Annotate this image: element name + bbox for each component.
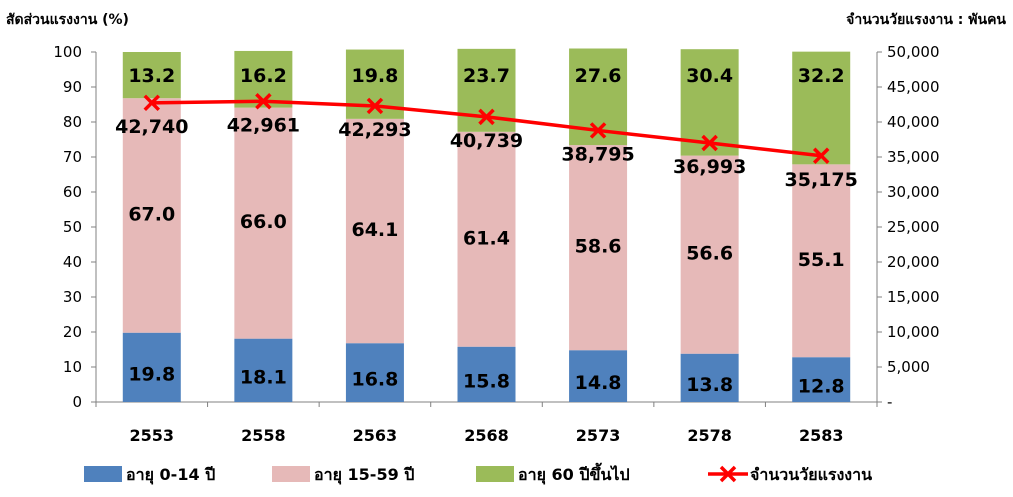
y2-tick-label: 20,000 [887, 253, 940, 271]
bar-segment [345, 118, 404, 344]
legend-label: จำนวนวัยแรงงาน [750, 465, 872, 484]
legend-label: อายุ 0-14 ปี [126, 465, 215, 485]
bar-segment [569, 350, 628, 402]
line-data-label: 35,175 [785, 169, 858, 191]
y2-tick-label: 40,000 [887, 113, 940, 131]
y2-tick-label: 5,000 [887, 358, 930, 376]
y-tick-label: 90 [63, 78, 82, 96]
line-data-label: 42,293 [338, 119, 411, 141]
line-point-marker [255, 93, 272, 110]
line-point-marker [478, 108, 495, 126]
y-axis-title: สัดส่วนแรงงาน (%) [6, 12, 129, 28]
bar-segment [122, 332, 181, 402]
x-tick-label: 2583 [799, 426, 844, 445]
line-data-label: 40,739 [450, 130, 523, 152]
bar-data-label: 64.1 [351, 219, 398, 241]
y2-tick-label: 35,000 [887, 148, 940, 166]
bar-data-label: 12.8 [798, 376, 845, 398]
y-tick-label: 0 [72, 393, 82, 411]
y-tick-label: 30 [63, 288, 82, 306]
y-tick-label: 80 [63, 113, 82, 131]
legend-swatch [272, 466, 310, 482]
bar-data-label: 66.0 [240, 211, 287, 233]
bar-segment [569, 145, 628, 351]
bar-data-label: 16.2 [240, 65, 287, 87]
y2-tick-label: 50,000 [887, 43, 940, 61]
x-tick-label: 2563 [353, 426, 398, 445]
bar-data-label: 61.4 [463, 227, 510, 249]
bar-data-label: 67.0 [128, 203, 175, 225]
line-point-marker [812, 147, 830, 165]
line-point-marker [589, 122, 607, 139]
y-tick-label: 70 [63, 148, 82, 166]
bar-data-label: 15.8 [463, 370, 510, 392]
bar-segment [680, 353, 739, 402]
y2-tick-label: 15,000 [887, 288, 940, 306]
bar-segment [792, 357, 851, 402]
line-series [143, 93, 830, 165]
legend: อายุ 0-14 ปี อายุ 15-59 ปี อายุ 60 ปีขึ้นไ… [84, 462, 872, 485]
x-tick-label: 2578 [687, 426, 732, 445]
line-data-label: 36,993 [673, 156, 746, 178]
line-data-label: 42,740 [115, 116, 188, 138]
bar-segment [122, 98, 181, 333]
bar-segment [345, 343, 404, 402]
bar-segment [234, 107, 293, 339]
y2-tick-label: 10,000 [887, 323, 940, 341]
y-tick-label: 10 [63, 358, 82, 376]
x-tick-label: 2573 [576, 426, 621, 445]
axes: 0 10 20 30 40 50 60 70 80 90 100 - 5,000 10,000 15,000… [53, 43, 939, 445]
bar-data-label: 13.8 [686, 374, 733, 396]
y2-axis-title: จำนวนวัยแรงงาน : พันคน [846, 12, 1006, 28]
data-labels: 19.8 67.0 13.2 18.1 66.0 16.2 16.8 64.1 19.8 15.8… [115, 65, 858, 398]
y2-tick-label: - [887, 393, 892, 411]
line-data-label: 42,961 [227, 114, 300, 136]
x-tick-label: 2558 [241, 426, 286, 445]
line-point-marker [366, 97, 384, 115]
bar-segment [792, 51, 851, 165]
bar-data-label: 30.4 [686, 65, 733, 87]
y-tick-label: 40 [63, 253, 82, 271]
y2-tick-label: 45,000 [887, 78, 940, 96]
bar-data-label: 56.6 [686, 243, 733, 265]
bar-segment [680, 49, 739, 156]
x-tick-label: 2568 [464, 426, 509, 445]
bar-data-label: 18.1 [240, 366, 287, 388]
legend-swatch [84, 466, 122, 482]
line-point-marker [701, 134, 718, 152]
y-tick-label: 60 [63, 183, 82, 201]
y-tick-label: 20 [63, 323, 82, 341]
bar-segment [234, 338, 293, 402]
y-tick-label: 100 [53, 43, 82, 61]
legend-swatch [476, 466, 514, 482]
bar-data-label: 32.2 [798, 65, 845, 87]
bar-data-label: 16.8 [351, 369, 398, 391]
bar-data-label: 27.6 [575, 65, 622, 87]
bar-segment [234, 50, 293, 108]
y2-tick-label: 30,000 [887, 183, 940, 201]
bar-segment [457, 131, 516, 347]
bars [122, 48, 851, 402]
bar-data-label: 23.7 [463, 65, 510, 87]
bar-segment [457, 346, 516, 402]
bar-segment [680, 155, 739, 354]
line-data-label: 38,795 [561, 143, 634, 165]
y2-tick-label: 25,000 [887, 218, 940, 236]
bar-data-label: 13.2 [128, 65, 175, 87]
legend-label: อายุ 15-59 ปี [314, 465, 414, 485]
bar-data-label: 19.8 [128, 363, 175, 385]
bar-data-label: 19.8 [351, 65, 398, 87]
line-point-marker [143, 94, 161, 112]
x-tick-label: 2553 [130, 426, 175, 445]
bar-data-label: 55.1 [798, 249, 845, 271]
bar-segment [792, 164, 851, 358]
legend-marker [719, 465, 737, 483]
legend-label: อายุ 60 ปีขึ้นไป [518, 462, 630, 485]
y-tick-label: 50 [63, 218, 82, 236]
bar-segment [122, 52, 181, 99]
bar-data-label: 14.8 [575, 372, 622, 394]
bar-data-label: 58.6 [575, 236, 622, 258]
